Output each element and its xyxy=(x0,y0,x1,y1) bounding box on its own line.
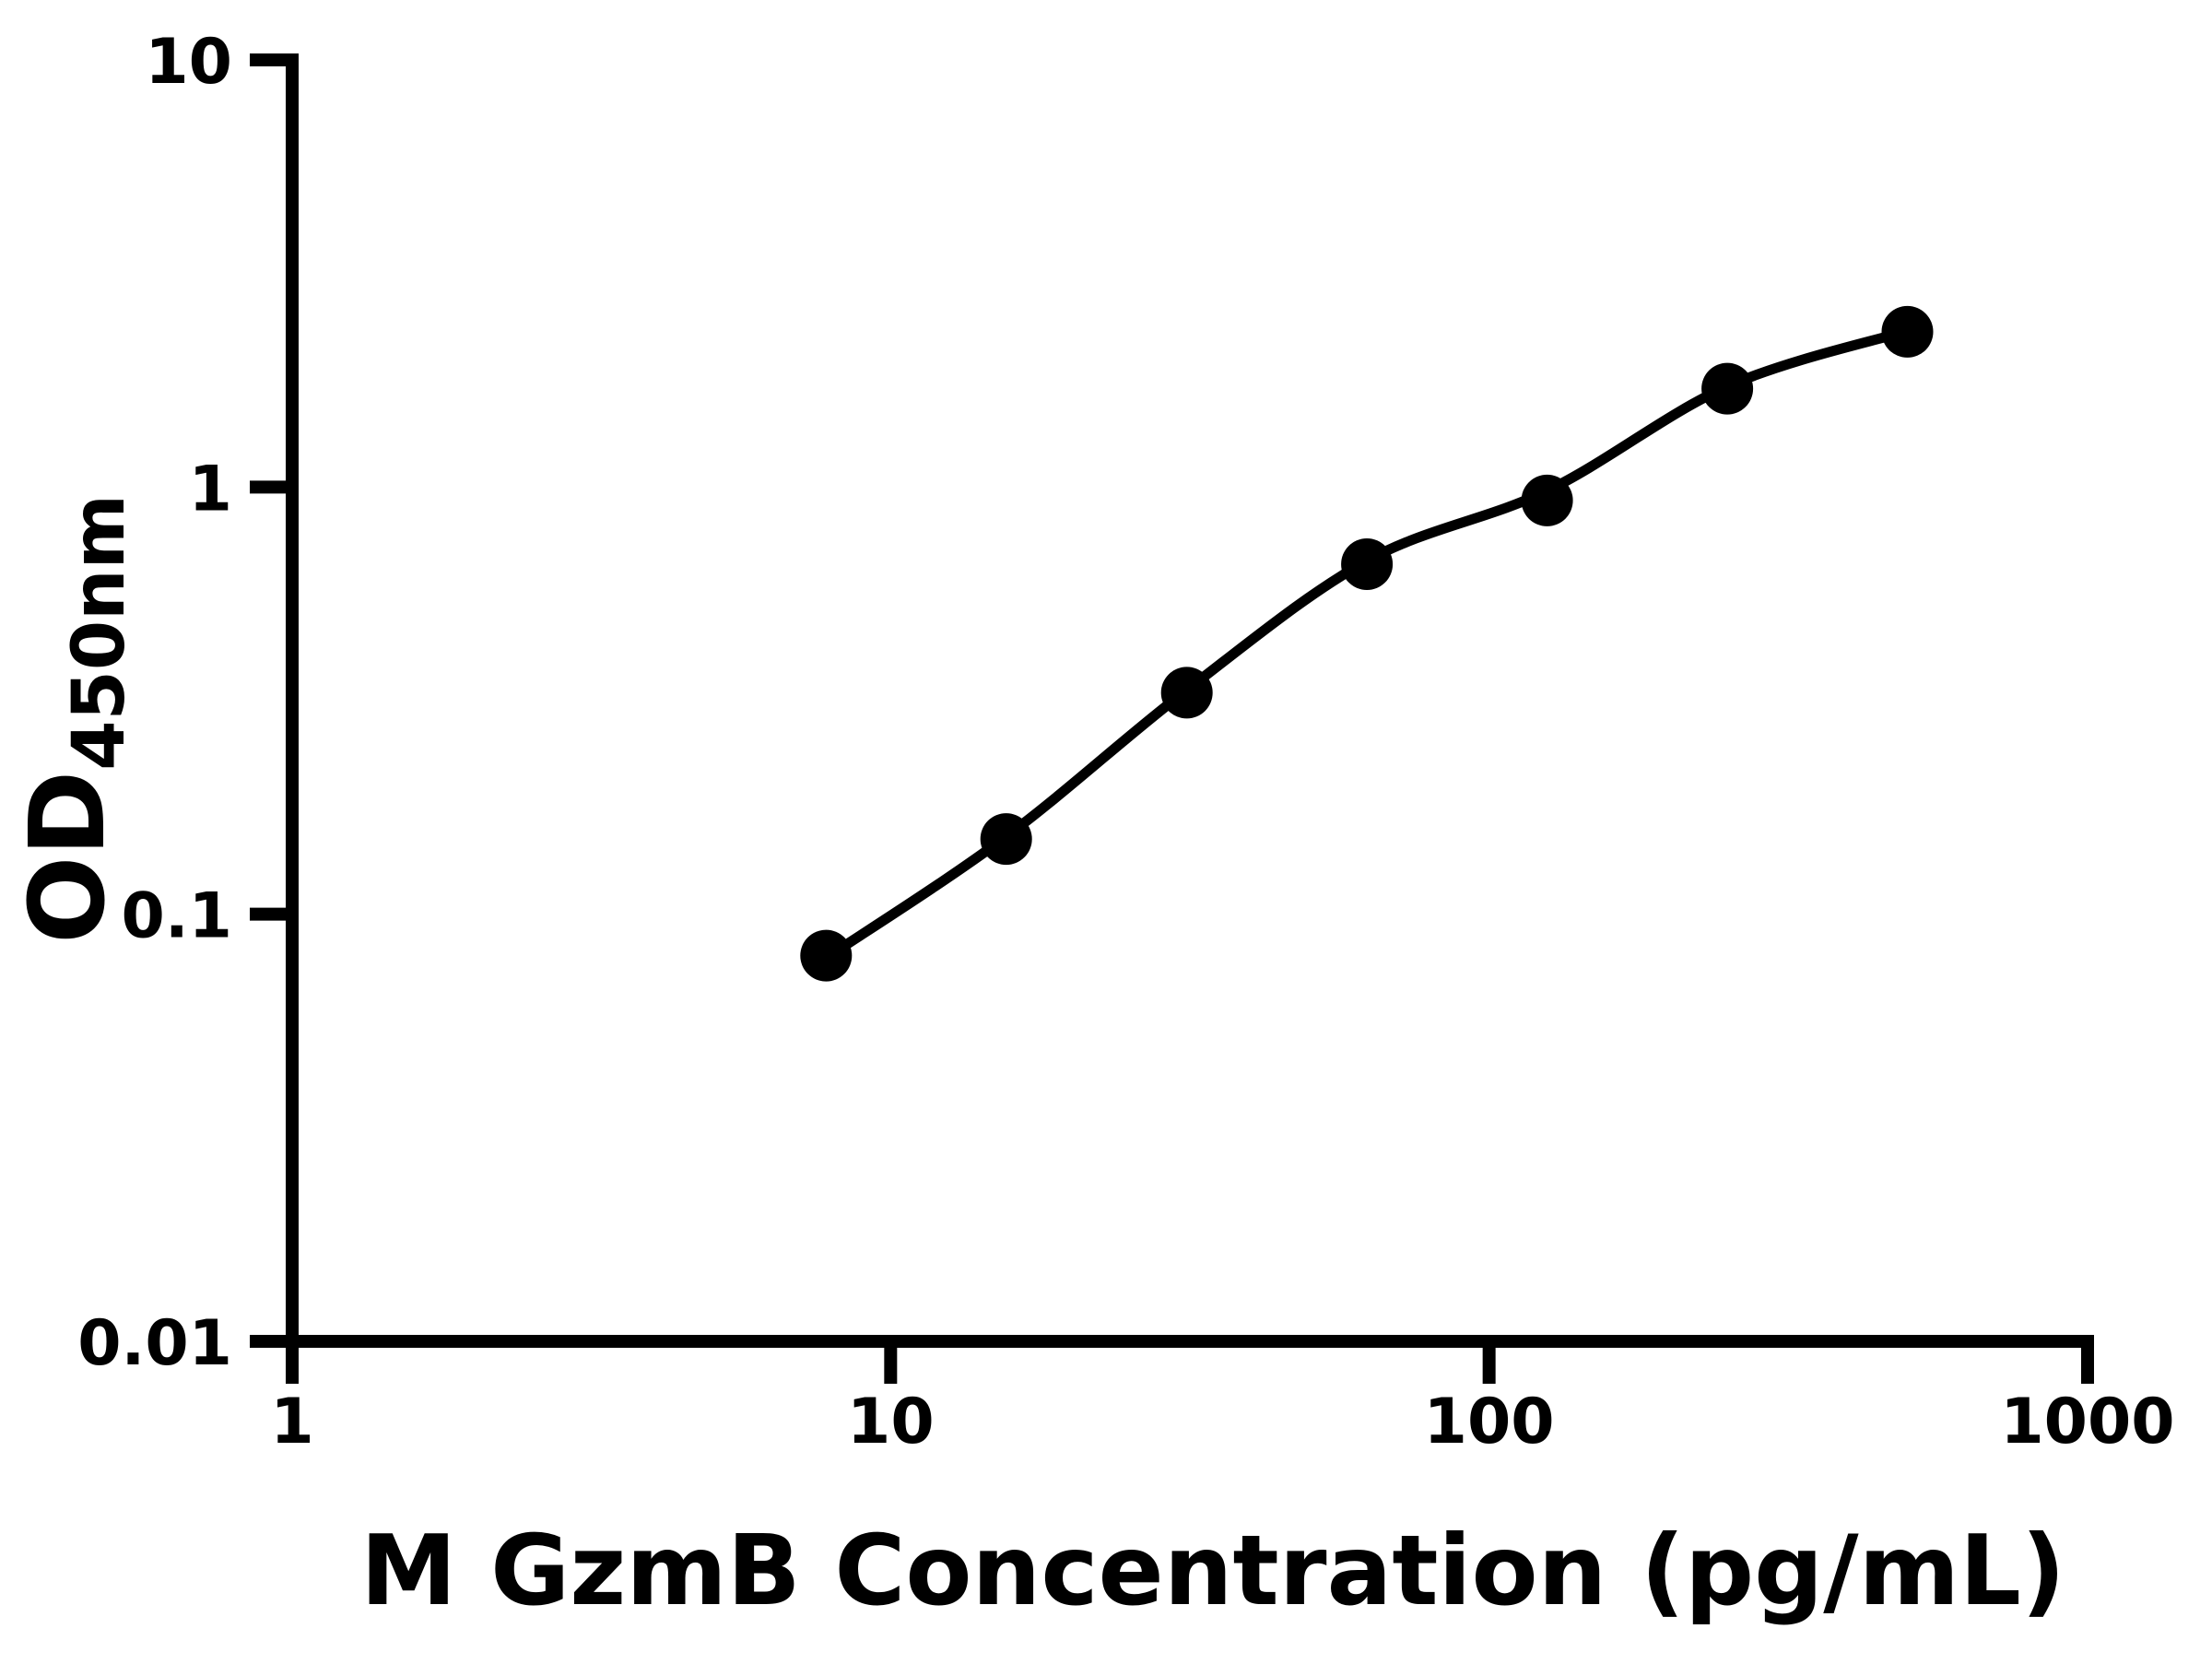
y-axis-title-subscript: 450nm xyxy=(58,494,141,771)
y-tick-label-0.01: 0.01 xyxy=(77,1307,232,1380)
data-point-15.6 xyxy=(980,813,1032,866)
y-axis-title-main: OD xyxy=(8,771,128,944)
x-tick-label-1: 1 xyxy=(270,1386,313,1458)
x-tick-label-10: 10 xyxy=(847,1386,935,1458)
data-point-62.5 xyxy=(1341,538,1394,590)
x-tick-label-100: 100 xyxy=(1424,1386,1555,1458)
data-points xyxy=(800,305,1934,982)
data-point-31.25 xyxy=(1160,667,1213,719)
data-point-7.8 xyxy=(800,929,853,982)
data-point-250 xyxy=(1701,362,1754,415)
x-tick-label-1000: 1000 xyxy=(2000,1386,2174,1458)
x-axis-title: M GzmB Concentration (pg/mL) xyxy=(360,1515,2065,1627)
y-axis-title: OD450nm xyxy=(8,494,141,944)
data-point-500 xyxy=(1881,305,1934,358)
data-point-125 xyxy=(1521,474,1573,526)
fit-curve-line xyxy=(820,325,1912,963)
x-axis: 1 10 100 1000 xyxy=(270,1335,2175,1458)
y-tick-label-0.1: 0.1 xyxy=(122,880,232,953)
y-tick-label-1: 1 xyxy=(189,453,232,525)
y-tick-label-10: 10 xyxy=(145,26,232,99)
